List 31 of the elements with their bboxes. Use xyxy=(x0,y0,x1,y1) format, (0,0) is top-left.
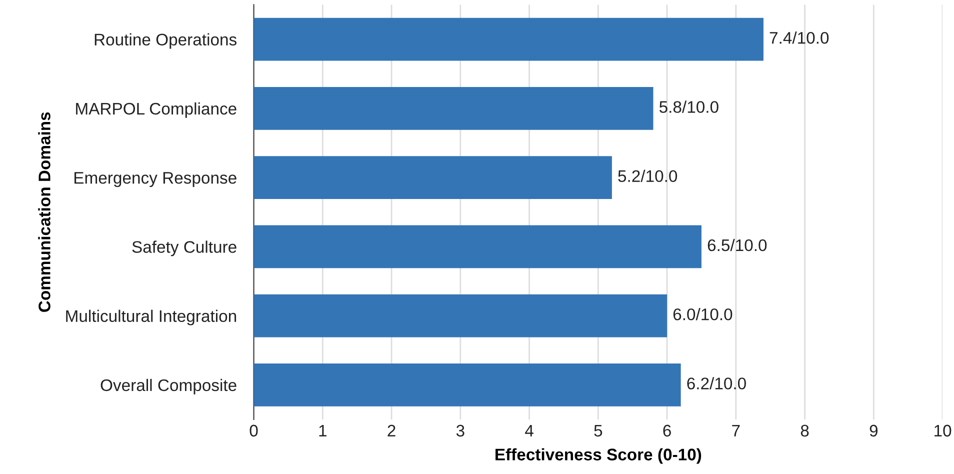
x-axis-title: Effectiveness Score (0-10) xyxy=(496,448,702,464)
bar xyxy=(254,87,654,130)
bar xyxy=(254,156,612,199)
x-tick-label: 4 xyxy=(525,424,534,436)
x-tick-label: 8 xyxy=(800,424,809,437)
x-tick-label: 9 xyxy=(870,424,878,437)
x-tick-label: 0 xyxy=(250,424,258,437)
x-tick-label: 2 xyxy=(388,424,396,436)
y-tick-label: Multicultural Integration xyxy=(66,310,236,326)
data-label: 7.4/10.0 xyxy=(770,32,829,44)
x-tick-label: 10 xyxy=(934,424,952,437)
x-tick-label: 7 xyxy=(732,424,740,436)
bar xyxy=(254,294,668,338)
x-tick-label: 3 xyxy=(456,424,464,437)
bar xyxy=(254,225,702,268)
y-tick-label: Safety Culture xyxy=(132,240,236,256)
y-tick-label: Emergency Response xyxy=(74,172,236,188)
bar xyxy=(254,18,764,61)
y-tick-label: Routine Operations xyxy=(94,33,237,49)
x-tick-label: 6 xyxy=(663,424,671,437)
bar xyxy=(254,364,681,406)
data-label: 6.2/10.0 xyxy=(687,377,746,390)
data-label: 5.2/10.0 xyxy=(618,170,678,182)
y-axis-title: Communication Domains xyxy=(38,112,50,312)
y-tick-label: Overall Composite xyxy=(100,378,236,394)
data-label: 6.0/10.0 xyxy=(673,308,732,320)
x-tick-label: 1 xyxy=(319,424,326,436)
y-tick-label: MARPOL Compliance xyxy=(76,102,236,118)
data-label: 5.8/10.0 xyxy=(659,100,718,113)
x-tick-label: 5 xyxy=(594,424,602,437)
data-label: 6.5/10.0 xyxy=(708,238,767,252)
